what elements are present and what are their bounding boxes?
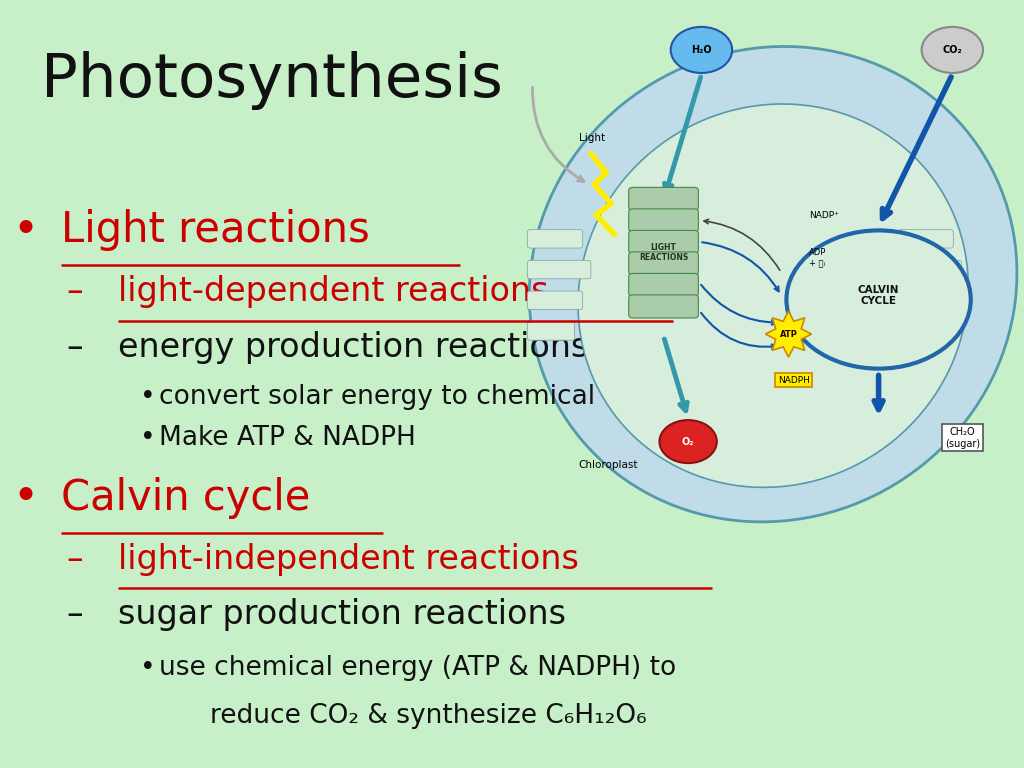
FancyBboxPatch shape <box>629 230 698 253</box>
Text: Make ATP & NADPH: Make ATP & NADPH <box>159 425 416 451</box>
Circle shape <box>671 27 732 73</box>
FancyBboxPatch shape <box>527 322 574 340</box>
Polygon shape <box>766 311 811 357</box>
Text: NADP⁺: NADP⁺ <box>809 210 839 220</box>
FancyBboxPatch shape <box>898 260 962 279</box>
Text: CH₂O
(sugar): CH₂O (sugar) <box>945 427 980 449</box>
FancyBboxPatch shape <box>527 291 583 310</box>
Text: ATP: ATP <box>779 329 798 339</box>
Text: •: • <box>12 209 39 252</box>
Text: •: • <box>12 476 39 519</box>
Text: ADP
+ ⓟᵢ: ADP + ⓟᵢ <box>809 247 826 267</box>
FancyBboxPatch shape <box>527 230 583 248</box>
Text: Calvin cycle: Calvin cycle <box>61 477 311 518</box>
FancyBboxPatch shape <box>898 291 953 310</box>
Circle shape <box>659 420 717 463</box>
Text: sugar production reactions: sugar production reactions <box>118 598 565 631</box>
Text: CO₂: CO₂ <box>942 45 963 55</box>
Text: Chloroplast: Chloroplast <box>579 459 638 470</box>
Circle shape <box>922 27 983 73</box>
Circle shape <box>786 230 971 369</box>
Text: LIGHT
REACTIONS: LIGHT REACTIONS <box>639 243 688 263</box>
Text: –: – <box>67 598 83 631</box>
Text: •: • <box>140 384 156 410</box>
Text: Photosynthesis: Photosynthesis <box>41 51 503 110</box>
Text: CALVIN
CYCLE: CALVIN CYCLE <box>858 285 899 306</box>
Text: energy production reactions: energy production reactions <box>118 331 588 363</box>
FancyBboxPatch shape <box>629 273 698 296</box>
Text: –: – <box>67 276 83 308</box>
FancyBboxPatch shape <box>629 187 698 210</box>
FancyBboxPatch shape <box>898 230 953 248</box>
Ellipse shape <box>529 46 1017 522</box>
Text: •: • <box>140 655 156 681</box>
Text: Light: Light <box>579 133 605 144</box>
Text: Light reactions: Light reactions <box>61 210 371 251</box>
Text: O₂: O₂ <box>682 436 694 447</box>
FancyBboxPatch shape <box>527 260 591 279</box>
Text: use chemical energy (ATP & NADPH) to: use chemical energy (ATP & NADPH) to <box>159 655 676 681</box>
Text: reduce CO₂ & synthesize C₆H₁₂O₆: reduce CO₂ & synthesize C₆H₁₂O₆ <box>210 703 646 729</box>
Text: –: – <box>67 543 83 575</box>
Ellipse shape <box>578 104 969 488</box>
Text: NADPH: NADPH <box>777 376 810 385</box>
FancyBboxPatch shape <box>629 209 698 232</box>
Text: light-dependent reactions: light-dependent reactions <box>118 276 548 308</box>
Text: H₂O: H₂O <box>691 45 712 55</box>
Text: light-independent reactions: light-independent reactions <box>118 543 579 575</box>
Text: –: – <box>67 331 83 363</box>
FancyBboxPatch shape <box>629 252 698 275</box>
FancyBboxPatch shape <box>629 295 698 318</box>
Text: convert solar energy to chemical energy: convert solar energy to chemical energy <box>159 384 695 410</box>
Text: •: • <box>140 425 156 451</box>
